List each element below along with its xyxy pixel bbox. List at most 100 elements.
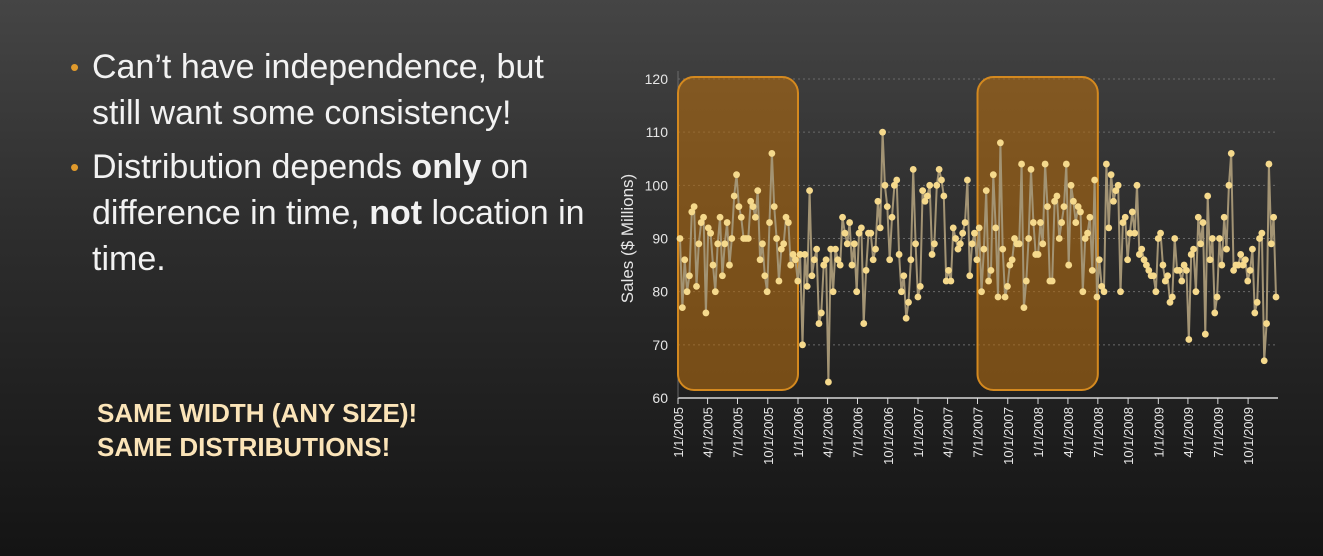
data-point <box>1211 309 1219 317</box>
data-point <box>759 240 766 248</box>
data-point <box>1180 261 1188 269</box>
data-point <box>1102 160 1110 168</box>
data-point <box>1058 219 1066 226</box>
data-point <box>963 176 971 184</box>
x-tick-label: 7/1/2008 <box>1091 407 1106 458</box>
data-point <box>919 187 927 195</box>
x-tick-label: 7/1/2006 <box>851 407 866 458</box>
data-point <box>1164 272 1172 280</box>
text-run: location in time. <box>92 194 585 278</box>
data-point <box>678 304 686 312</box>
data-point <box>761 272 769 280</box>
data-point <box>1004 282 1011 290</box>
data-point <box>860 320 868 327</box>
x-tick-label: 4/1/2005 <box>701 407 716 458</box>
x-tick-label: 1/1/2009 <box>1151 407 1166 458</box>
data-point <box>987 267 995 274</box>
data-point <box>1107 171 1115 179</box>
data-point <box>926 181 934 189</box>
y-tick-label: 90 <box>652 231 668 247</box>
data-point <box>1072 219 1080 226</box>
data-point <box>1251 309 1259 317</box>
data-point <box>1088 267 1096 274</box>
data-point <box>697 219 705 226</box>
data-point <box>1199 219 1207 226</box>
data-point <box>1006 261 1014 269</box>
data-point <box>1159 261 1167 269</box>
data-point <box>1150 272 1157 280</box>
data-point <box>1133 181 1141 189</box>
data-point <box>1027 165 1035 173</box>
data-point <box>931 240 938 248</box>
data-point <box>1157 229 1164 237</box>
x-tick-label: 10/1/2009 <box>1241 407 1256 465</box>
data-point <box>1213 293 1221 301</box>
data-point <box>1119 219 1127 226</box>
data-point <box>1018 160 1025 168</box>
data-point <box>716 213 724 221</box>
data-point <box>1034 251 1042 258</box>
data-point <box>822 256 830 264</box>
x-tick-label: 4/1/2008 <box>1061 407 1076 458</box>
data-point <box>853 288 861 296</box>
data-point <box>992 224 1000 232</box>
bullet-2: • Distribution depends only on differenc… <box>70 144 590 282</box>
data-point <box>810 256 818 264</box>
data-point <box>942 277 950 285</box>
data-point <box>749 203 757 211</box>
data-point <box>872 245 879 253</box>
data-point <box>855 229 863 237</box>
data-point <box>902 314 910 322</box>
x-tick-label: 4/1/2006 <box>821 407 836 458</box>
data-point <box>1152 288 1160 296</box>
y-tick-label: 100 <box>645 177 669 193</box>
data-point <box>883 203 891 211</box>
data-point <box>949 224 957 232</box>
data-point <box>744 235 752 242</box>
data-point <box>1037 219 1044 226</box>
data-point <box>770 203 778 211</box>
data-point <box>1197 240 1205 248</box>
data-point <box>1192 288 1200 296</box>
data-point <box>1234 261 1242 269</box>
callout-line-1: SAME WIDTH (ANY SIZE)! <box>97 398 418 428</box>
callout-line-2: SAME DISTRIBUTIONS! <box>97 432 391 462</box>
data-point <box>1098 282 1106 290</box>
data-point <box>777 245 785 253</box>
data-point <box>1227 150 1235 157</box>
data-point <box>935 165 943 173</box>
data-point <box>975 224 983 232</box>
data-point <box>1190 245 1197 253</box>
data-point <box>1145 267 1153 274</box>
data-point <box>1154 235 1162 242</box>
callout: SAME WIDTH (ANY SIZE)! SAME DISTRIBUTION… <box>97 396 417 464</box>
data-point <box>1220 213 1228 221</box>
data-point <box>1208 235 1216 242</box>
data-point <box>1041 160 1049 168</box>
data-point <box>683 288 691 296</box>
data-point <box>806 187 813 195</box>
bullet-1-text: Can’t have independence, but still want … <box>92 48 544 132</box>
data-point <box>1206 256 1214 264</box>
data-point <box>1114 181 1122 189</box>
data-point <box>768 150 776 157</box>
data-point <box>1048 277 1056 285</box>
data-point <box>1249 245 1256 253</box>
data-point <box>928 251 936 258</box>
data-point <box>1185 336 1193 343</box>
data-point <box>1100 288 1108 296</box>
data-point <box>994 293 1002 301</box>
data-point <box>751 213 759 221</box>
data-point <box>1117 288 1124 296</box>
data-point <box>1060 203 1068 211</box>
data-point <box>803 282 811 290</box>
data-point <box>730 192 738 200</box>
data-point <box>1194 213 1202 221</box>
data-point <box>938 176 945 184</box>
data-point <box>775 277 783 285</box>
data-point <box>1223 245 1230 253</box>
data-point <box>829 288 837 296</box>
data-point <box>952 235 960 242</box>
data-point <box>1001 293 1009 301</box>
data-point <box>914 293 922 301</box>
